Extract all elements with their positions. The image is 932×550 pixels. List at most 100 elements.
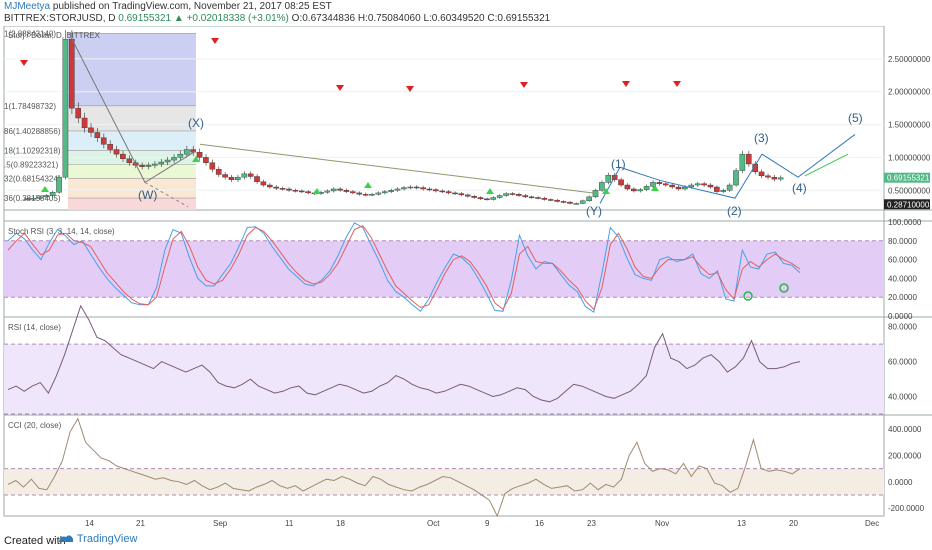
price-axis-label: 0.50000000 <box>888 186 931 195</box>
last-price-tag-label: 0.69155321 <box>887 174 930 183</box>
candle <box>260 181 267 186</box>
candle <box>464 194 471 197</box>
fib-label: 86(1.40288856) <box>4 127 61 136</box>
sell-arrow-icon <box>211 38 219 44</box>
indicator-title: RSI (14, close) <box>8 323 61 332</box>
candle <box>215 169 222 175</box>
ohlc-line: BITTREX:STORJUSD, D 0.69155321 ▲ +0.0201… <box>4 13 550 24</box>
candle <box>81 117 88 129</box>
candle <box>707 184 714 188</box>
candle <box>388 190 394 192</box>
indicator-axis-label: 20.0000 <box>888 293 917 302</box>
candle <box>509 193 516 195</box>
candle <box>362 194 369 196</box>
price-axis-label: 2.50000000 <box>888 55 931 64</box>
candle <box>126 158 133 163</box>
candle <box>369 194 375 196</box>
x-axis-label: Oct <box>427 519 440 528</box>
fib-zone <box>68 130 196 151</box>
candle <box>599 182 605 191</box>
buy-arrow-icon <box>602 188 610 194</box>
candle <box>439 190 446 193</box>
x-axis-label: 14 <box>85 519 94 528</box>
indicator-axis-label: 40.0000 <box>888 393 917 402</box>
author-link[interactable]: MJMeetya <box>4 1 51 12</box>
candle <box>56 176 62 193</box>
candle <box>471 195 477 198</box>
x-axis-label: 18 <box>336 519 345 528</box>
footer: Created with TradingView <box>0 530 932 550</box>
last-price-tag <box>884 172 930 183</box>
last-price: 0.69155321 <box>118 13 172 24</box>
indicator-axis-label: 60.0000 <box>888 358 917 367</box>
candle <box>528 196 535 199</box>
fib-label: .5(0.89223321) <box>4 161 59 170</box>
candle <box>777 177 784 180</box>
tradingview-brand[interactable]: TradingView <box>58 533 137 545</box>
projection-arrow <box>804 153 849 177</box>
candle <box>279 188 286 190</box>
candle <box>298 190 305 193</box>
indicator-axis-label: 40.0000 <box>888 274 917 283</box>
candle <box>286 188 292 191</box>
candle <box>694 183 701 186</box>
candle <box>650 182 656 187</box>
candle <box>69 38 75 109</box>
candle <box>330 188 337 192</box>
candle <box>426 188 433 191</box>
sell-arrow-icon <box>622 81 630 87</box>
candle <box>688 184 695 188</box>
candle <box>254 176 260 182</box>
candle <box>24 198 30 201</box>
candle <box>445 191 452 194</box>
buy-arrow-icon <box>364 182 372 188</box>
candle <box>356 192 362 195</box>
chart-area[interactable]: 1(2.88843140) 1(1.78498732) 86(1.40288856)… <box>0 26 932 530</box>
x-axis-label: 11 <box>285 519 294 528</box>
price-axis-label: 1.50000000 <box>888 121 931 130</box>
candle <box>88 127 94 133</box>
candle <box>554 199 560 202</box>
candle <box>164 159 171 163</box>
price-axis-label: 1.00000000 <box>888 153 931 162</box>
candle <box>560 201 567 203</box>
candle <box>247 173 254 177</box>
indicator-band <box>4 344 884 414</box>
candle <box>714 186 720 192</box>
candle <box>662 183 669 186</box>
candle <box>241 173 248 178</box>
candle <box>209 162 216 170</box>
wave-label: (W) <box>138 188 157 202</box>
candle <box>573 203 580 205</box>
sell-arrow-icon <box>336 85 344 91</box>
candle <box>139 165 145 167</box>
buy-arrow-icon <box>192 156 200 162</box>
candle <box>605 174 612 183</box>
candle <box>171 157 177 161</box>
low-price-tag <box>884 199 930 210</box>
candle <box>745 153 752 165</box>
indicator-axis-label: 60.0000 <box>888 256 917 265</box>
candle <box>682 186 688 190</box>
candle <box>490 197 497 200</box>
candle <box>324 190 331 193</box>
created-with-label: Created with <box>4 535 66 547</box>
publish-line: MJMeetya published on TradingView.com, N… <box>4 1 332 12</box>
indicator-series-line <box>7 417 801 518</box>
x-axis-label: Dec <box>865 519 879 528</box>
candle <box>675 186 682 190</box>
indicator-axis-label: 100.0000 <box>888 218 922 227</box>
candle <box>503 193 509 196</box>
tradingview-label: TradingView <box>76 533 138 545</box>
indicator-axis-label: 0.0000 <box>888 312 913 321</box>
candle <box>547 199 554 201</box>
candle <box>292 190 299 192</box>
indicator-series-line <box>7 304 801 403</box>
candle <box>624 184 631 190</box>
tradingview-logo-icon <box>59 535 73 542</box>
candle <box>496 195 503 198</box>
candle <box>541 197 548 200</box>
fib-label: 1(2.88843140) <box>4 29 56 38</box>
candle <box>586 196 592 202</box>
candle <box>771 176 778 180</box>
